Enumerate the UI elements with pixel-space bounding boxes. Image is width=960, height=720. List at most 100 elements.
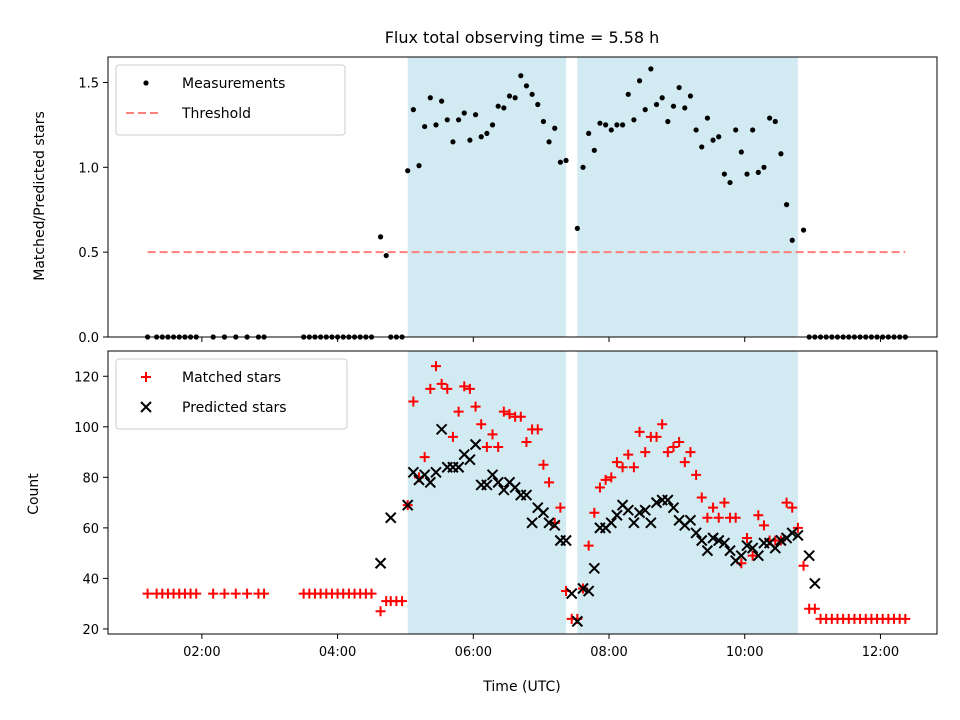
bottom-matched-stars-point-88 [713,512,724,523]
top-measurements-point-33 [405,168,411,174]
bottom-predicted-stars-point-24 [526,517,538,529]
top-measurements-point-94 [755,169,761,175]
bottom-matched-stars-point-68 [600,474,611,485]
top-measurements-point-56 [535,101,541,108]
bottom-predicted-stars-point-39 [611,509,623,521]
bottom-matched-stars-point-11 [230,588,241,599]
bottom-matched-stars-point-56 [532,424,543,435]
bottom-predicted-stars-point-68 [775,534,787,547]
bottom-matched-stars-point-48 [487,429,498,440]
bottom-predicted-stars-point-71 [792,529,804,542]
top-measurements-point-97 [772,118,778,125]
bottom-matched-stars-point-8 [191,588,202,599]
bottom-predicted-stars-point-49 [667,501,680,514]
top-y-axis-label: Matched/Predicted stars [32,111,48,281]
bottom-matched-stars-point-69 [606,472,617,483]
top-measurements-point-70 [619,122,626,128]
bottom-matched-stars-point-43 [459,381,470,392]
bottom-matched-stars-point-101 [787,502,798,513]
bottom-predicted-stars-point-19 [498,484,510,496]
bottom-predicted-stars-point-45 [645,517,657,529]
top-measurements-point-62 [574,225,580,231]
bottom-predicted-stars-point-42 [628,517,640,529]
top-measurements-point-78 [665,118,671,125]
bottom-legend-matched-stars-label: Matched stars [182,370,281,386]
top-measurements-point-37 [427,95,433,101]
bottom-matched-stars-point-94 [747,550,758,561]
top-measurements-point-58 [546,139,552,145]
bottom-predicted-stars-point-63 [746,542,759,554]
bottom-matched-stars-point-77 [651,431,662,442]
bottom-matched-stars-point-75 [640,447,651,458]
top-measurements-point-84 [699,144,705,150]
top-measurements-point-65 [591,147,597,153]
bottom-predicted-stars-point-61 [735,549,748,562]
bottom-predicted-stars-point-17 [486,469,499,481]
bottom-predicted-stars-point-13 [464,453,476,466]
bottom-matched-stars-point-100 [781,497,792,508]
bottom-y-tick-label-3: 80 [82,471,99,486]
top-measurements-point-55 [529,91,535,97]
top-measurements-point-72 [631,117,637,123]
bottom-predicted-stars-point-64 [752,549,765,562]
bottom-predicted-stars-point-0 [374,557,387,569]
bottom-matched-stars-point-46 [476,419,487,430]
bottom-matched-stars-point-36 [419,452,430,463]
bottom-predicted-stars-point-27 [543,517,555,529]
bottom-predicted-stars-point-67 [769,542,781,554]
x-tick-label-2: 06:00 [455,645,492,660]
bottom-matched-stars-point-95 [753,510,764,521]
top-legend: Measurements Threshold [115,64,346,136]
top-measurements-point-79 [670,103,677,109]
bottom-matched-stars-point-28 [375,606,386,617]
bottom-matched-stars-point-87 [708,502,719,513]
top-measurements-point-77 [659,95,665,101]
top-measurements-point-89 [727,179,733,186]
bottom-matched-stars-point-38 [430,361,441,372]
bottom-matched-stars-point-93 [741,532,752,543]
bottom-matched-stars-point-82 [679,457,690,468]
top-measurements-point-45 [472,112,479,118]
top-measurements-point-99 [783,202,790,208]
bottom-predicted-stars-point-8 [435,423,448,436]
bottom-predicted-stars-point-58 [718,537,731,549]
bottom-observing-window-2 [577,351,798,634]
bottom-matched-stars-point-47 [481,442,492,453]
bottom-matched-stars-point-9 [208,588,219,599]
top-measurements-point-40 [444,117,450,123]
top-measurements-point-63 [580,164,586,170]
bottom-predicted-stars-point-31 [565,587,578,600]
bottom-predicted-stars-point-44 [639,504,651,516]
bottom-matched-stars-point-102 [792,522,803,533]
top-measurements-point-95 [761,164,767,170]
top-measurements-point-64 [586,130,592,136]
bottom-predicted-stars-point-33 [577,582,589,595]
bottom-matched-stars-point-72 [623,449,634,460]
bottom-matched-stars-point-73 [628,462,639,473]
top-measurements-point-60 [557,159,563,165]
top-measurements-point-88 [721,171,727,177]
bottom-matched-stars-point-91 [730,512,741,523]
top-measurements-point-82 [687,93,694,99]
bottom-matched-stars-point-71 [617,462,628,473]
top-measurements-point-83 [693,127,699,133]
bottom-predicted-stars-point-48 [662,494,674,506]
bottom-predicted-stars-point-73 [809,577,821,590]
bottom-matched-stars-point-67 [594,482,605,493]
bottom-predicted-stars-point-6 [424,476,437,489]
bottom-matched-stars-point-121 [900,613,911,624]
bottom-matched-stars-point-57 [538,459,549,470]
top-measurements-point-50 [501,105,507,111]
bottom-y-axis-label: Count [26,473,42,515]
x-tick-label-1: 04:00 [319,645,356,660]
top-measurements-point-52 [512,95,518,101]
bottom-predicted-stars-point-14 [469,438,482,451]
top-measurements-point-51 [506,93,513,99]
bottom-matched-stars-point-44 [464,383,475,394]
bottom-predicted-stars-point-46 [650,496,663,509]
bottom-matched-stars-point-10 [219,588,230,599]
top-y-tick-label-0: 0.0 [78,331,99,346]
bottom-matched-stars-point-12 [242,588,253,599]
bottom-predicted-stars-point-2 [401,499,414,511]
